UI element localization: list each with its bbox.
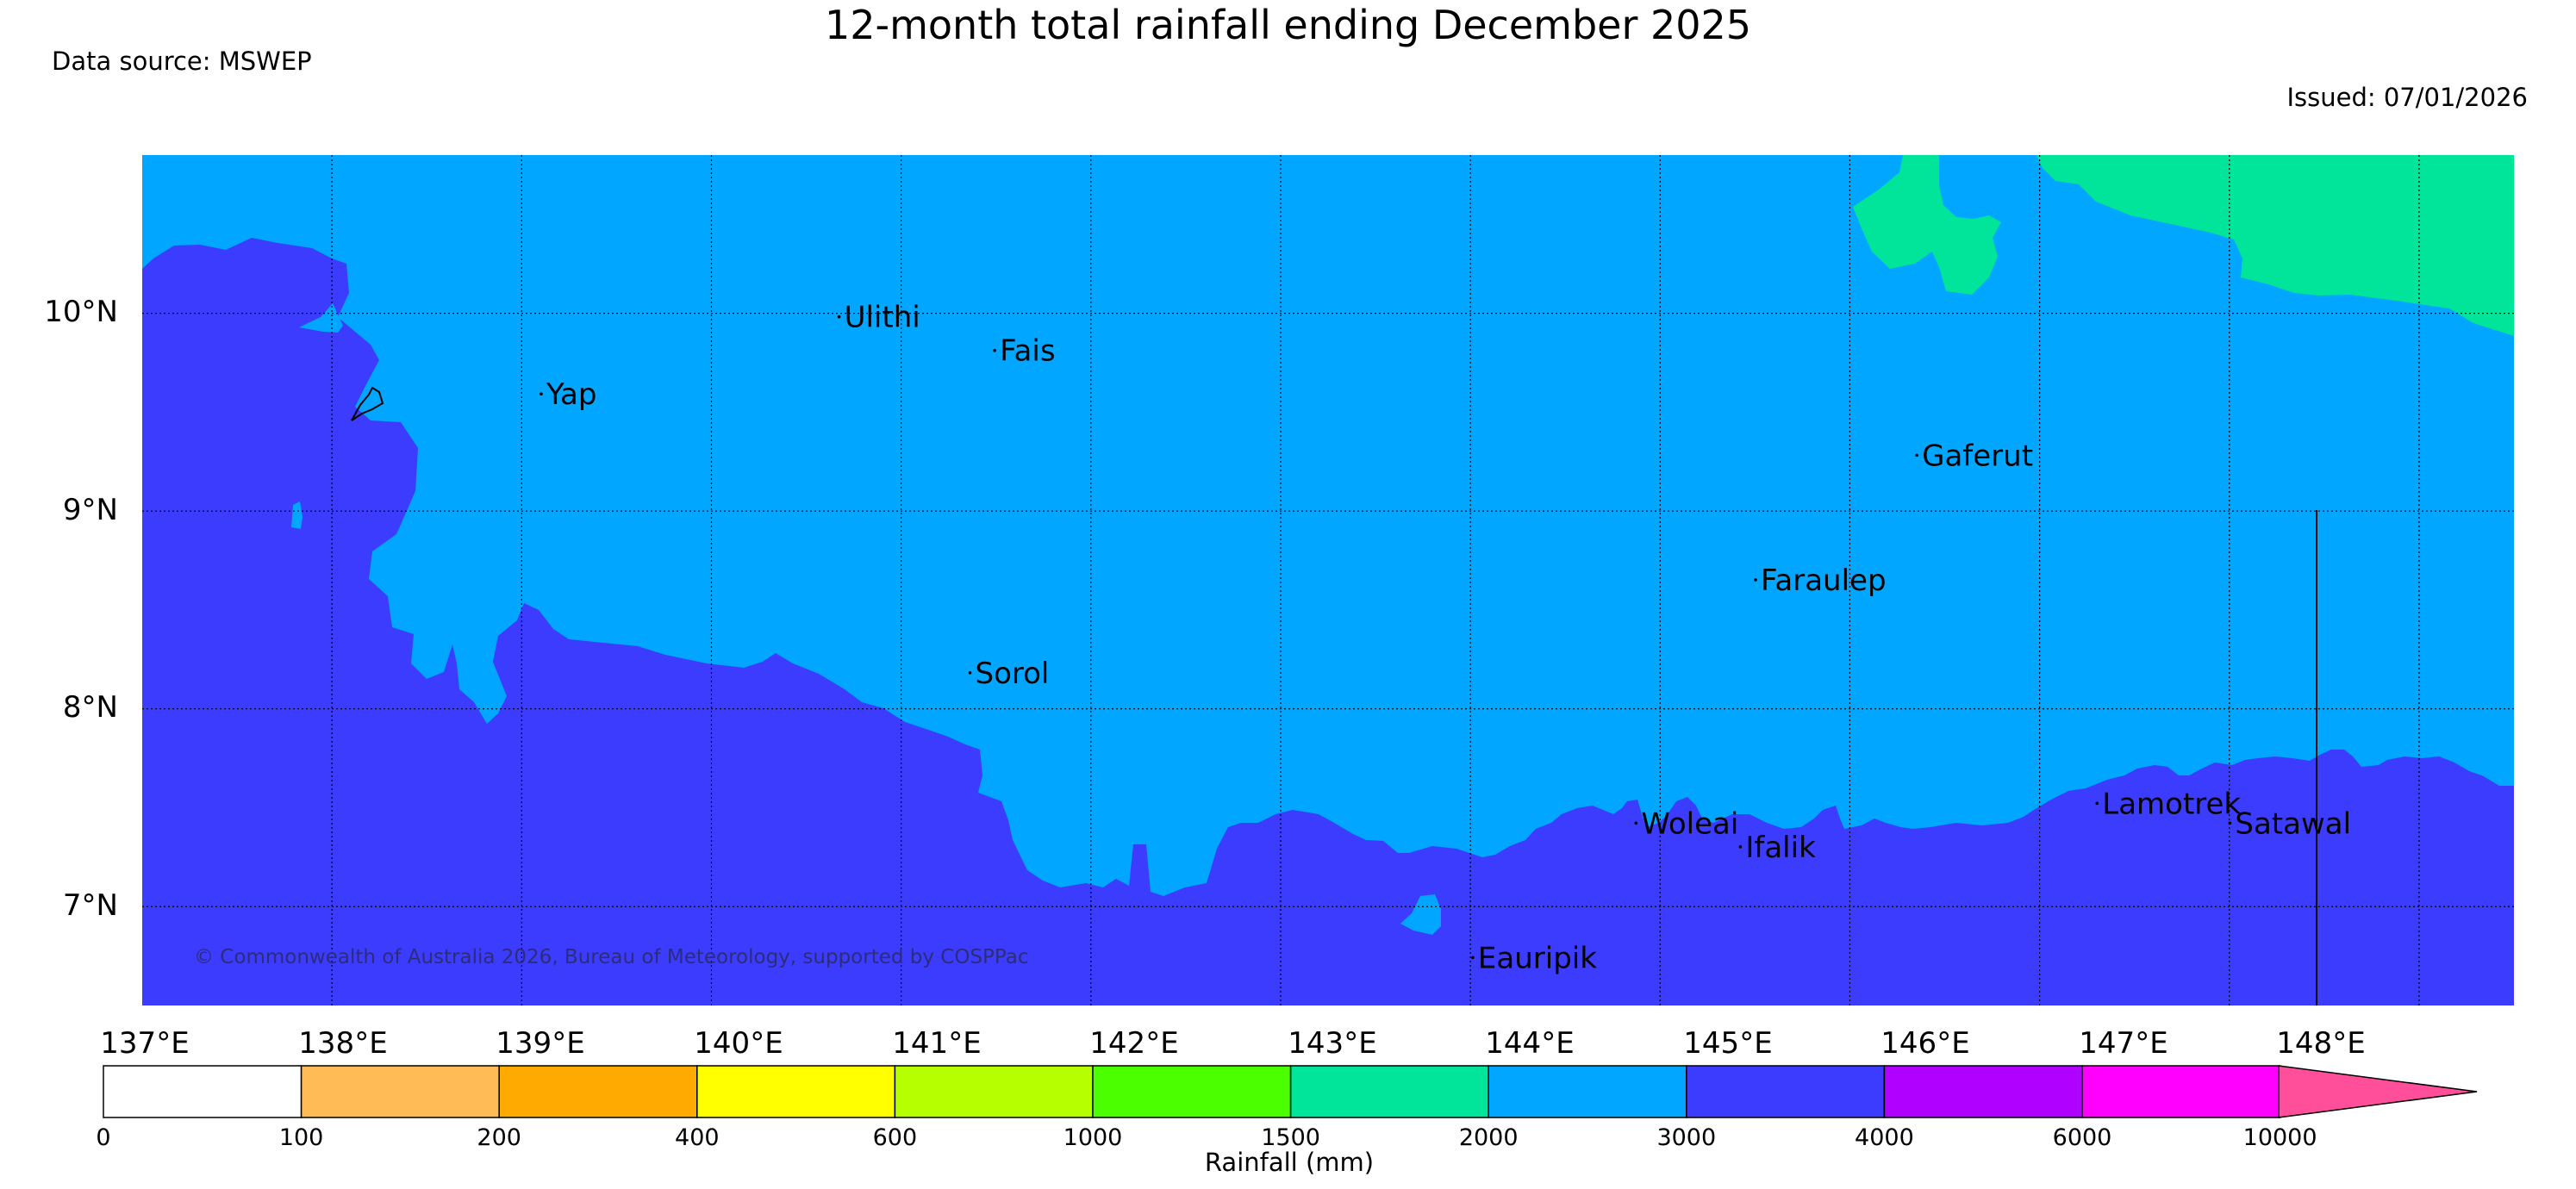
- rain-band-1500-2000-north: [1853, 155, 2001, 295]
- place-label-lamotrek: Lamotrek: [2102, 787, 2241, 821]
- lon-label-146e: 146°E: [1881, 1026, 1969, 1061]
- place-label-woleai: Woleai: [1641, 806, 1738, 841]
- colorbar-tick-2000: 2000: [1459, 1124, 1519, 1151]
- lon-label-138e: 138°E: [298, 1026, 387, 1061]
- colorbar-cell-7: [1488, 1065, 1687, 1118]
- lon-label-141e: 141°E: [892, 1026, 981, 1061]
- colorbar-ticks: 0 100 200 400 600 1000 1500 2000 3000 4000 6000 100…: [96, 1124, 2317, 1151]
- colorbar-cell-0: [103, 1065, 303, 1118]
- longitude-labels: 137°E 138°E 139°E 140°E 141°E 142°E 143°…: [100, 1026, 2365, 1061]
- lon-label-140e: 140°E: [694, 1026, 783, 1061]
- colorbar-cells: [103, 1065, 2281, 1118]
- place-label-fais: Fais: [1000, 334, 1055, 369]
- place-label-eauripik: Eauripik: [1478, 941, 1597, 975]
- map-area: [142, 155, 2514, 1005]
- place-labels: Ulithi Fais Yap Gaferut Faraulep Sorol WoleaiI…: [540, 301, 2351, 975]
- place-marker-yap: [540, 392, 543, 396]
- colorbar-tick-1000: 1000: [1063, 1124, 1123, 1151]
- colorbar: 0 100 200 400 600 1000 1500 2000 3000 4000 6000 100…: [96, 1065, 2478, 1177]
- place-marker-ifalik: [1738, 845, 1743, 849]
- lon-label-145e: 145°E: [1683, 1026, 1772, 1061]
- lon-label-147e: 147°E: [2079, 1026, 2167, 1061]
- place-label-ulithi: Ulithi: [845, 301, 920, 335]
- lat-label-9n: 9°N: [63, 493, 118, 527]
- colorbar-tick-6000: 6000: [2053, 1124, 2112, 1151]
- colorbar-cell-10: [2081, 1065, 2281, 1118]
- colorbar-tick-600: 600: [873, 1124, 918, 1151]
- colorbar-title: Rainfall (mm): [1205, 1148, 1374, 1177]
- lon-label-137e: 137°E: [100, 1026, 189, 1061]
- lon-label-143e: 143°E: [1288, 1026, 1376, 1061]
- colorbar-cell-9: [1883, 1065, 2083, 1118]
- place-label-gaferut: Gaferut: [1922, 439, 2033, 473]
- place-marker-fais: [993, 348, 996, 352]
- place-label-faraulep: Faraulep: [1761, 563, 1887, 598]
- colorbar-cell-1: [300, 1065, 500, 1118]
- issued-date-label: Issued: 07/01/2026: [2286, 83, 2528, 112]
- colorbar-tick-4000: 4000: [1855, 1124, 1914, 1151]
- place-marker-woleai: [1634, 821, 1638, 825]
- place-marker-faraulep: [1754, 578, 1757, 582]
- lon-label-144e: 144°E: [1485, 1026, 1574, 1061]
- colorbar-cell-6: [1289, 1065, 1489, 1118]
- lon-label-142e: 142°E: [1089, 1026, 1178, 1061]
- lon-label-139e: 139°E: [496, 1026, 584, 1061]
- colorbar-tick-1500: 1500: [1261, 1124, 1320, 1151]
- colorbar-tick-100: 100: [279, 1124, 324, 1151]
- place-marker-gaferut: [1915, 453, 1918, 458]
- colorbar-tick-0: 0: [96, 1124, 110, 1151]
- place-marker-ulithi: [837, 314, 841, 319]
- place-label-yap: Yap: [546, 377, 597, 412]
- colorbar-tick-10000: 10000: [2243, 1124, 2317, 1151]
- place-marker-eauripik: [1471, 956, 1475, 960]
- place-label-sorol: Sorol: [976, 657, 1050, 691]
- colorbar-cell-2: [498, 1065, 698, 1118]
- colorbar-tick-400: 400: [675, 1124, 720, 1151]
- colorbar-tick-3000: 3000: [1656, 1124, 1716, 1151]
- lat-label-8n: 8°N: [63, 690, 118, 725]
- lat-label-10n: 10°N: [44, 295, 118, 329]
- lon-label-148e: 148°E: [2276, 1026, 2365, 1061]
- colorbar-tick-200: 200: [477, 1124, 521, 1151]
- colorbar-cell-4: [894, 1065, 1094, 1118]
- colorbar-cell-3: [696, 1065, 896, 1118]
- rain-band-2000-3000-islet: [291, 501, 303, 529]
- place-marker-lamotrek: [2095, 801, 2099, 806]
- colorbar-cell-8: [1686, 1065, 1886, 1118]
- chart-title: 12-month total rainfall ending December …: [824, 2, 1752, 48]
- place-label-ifalik: Ifalik: [1745, 831, 1816, 865]
- place-marker-satawal: [2228, 821, 2232, 825]
- copyright-notice: © Commonwealth of Australia 2026, Bureau…: [194, 946, 1029, 968]
- rain-band-3000-4000-west: [142, 238, 2514, 1005]
- yap-island-outline: [351, 386, 384, 421]
- lat-label-7n: 7°N: [63, 888, 118, 923]
- graticule: [142, 155, 2514, 1005]
- rain-band-1500-2000-northeast: [2036, 155, 2514, 336]
- rain-band-2000-3000-pocket: [1400, 894, 1441, 935]
- data-source-label: Data source: MSWEP: [52, 47, 312, 76]
- place-marker-sorol: [968, 671, 972, 675]
- latitude-labels: 7°N 8°N 9°N 10°N: [44, 295, 118, 923]
- colorbar-extend-arrow: [2278, 1065, 2478, 1118]
- place-label-satawal: Satawal: [2235, 806, 2351, 841]
- colorbar-cell-5: [1092, 1065, 1292, 1118]
